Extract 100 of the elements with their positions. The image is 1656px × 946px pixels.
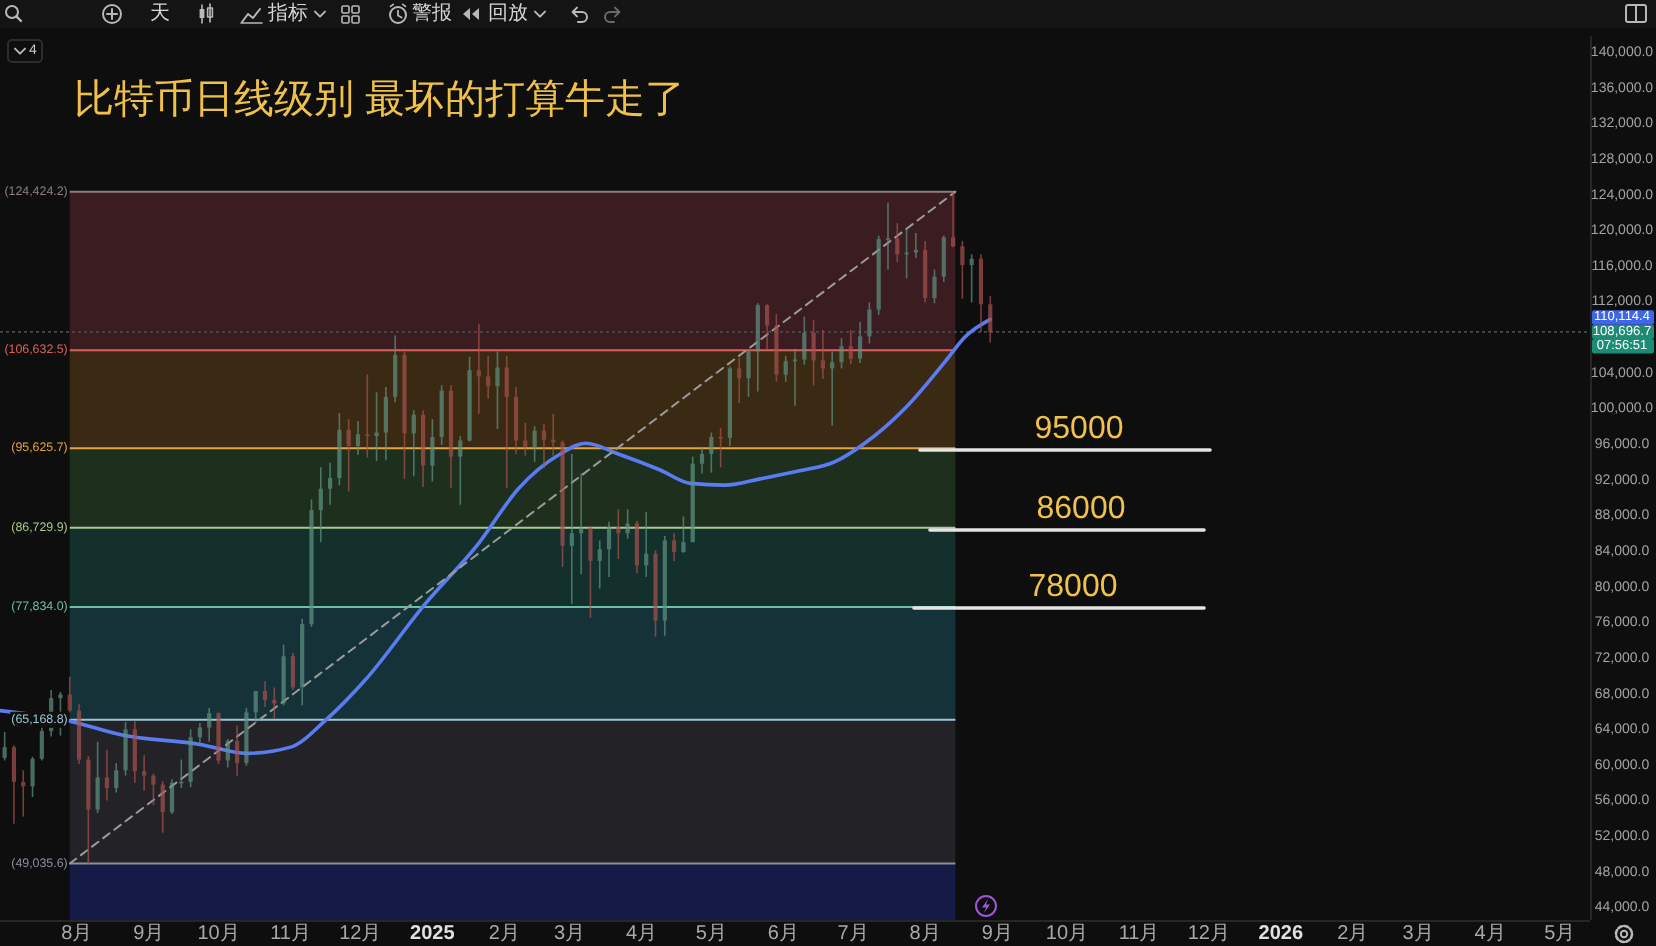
x-tick-label: 8月 bbox=[909, 923, 941, 945]
candlestick bbox=[523, 421, 528, 457]
candlestick bbox=[188, 728, 193, 789]
candlestick bbox=[30, 756, 35, 798]
annotation: 95000 bbox=[1034, 412, 1124, 446]
candlestick bbox=[114, 762, 119, 794]
candlestick bbox=[541, 422, 547, 469]
candlestick bbox=[913, 232, 918, 259]
candlestick bbox=[765, 303, 770, 351]
candlestick bbox=[820, 329, 825, 380]
candlestick bbox=[839, 337, 844, 370]
candlestick bbox=[885, 201, 891, 271]
candlestick bbox=[830, 350, 835, 427]
x-tick-label: 6月 bbox=[767, 923, 799, 945]
candlestick bbox=[802, 315, 807, 366]
x-tick-label: 8月 bbox=[61, 923, 93, 945]
candlestick bbox=[290, 651, 295, 691]
text: 回放 bbox=[488, 3, 528, 25]
candlestick bbox=[142, 754, 147, 792]
candlestick bbox=[328, 462, 333, 506]
candlestick bbox=[960, 240, 965, 300]
candlestick bbox=[411, 409, 416, 478]
candlestick bbox=[969, 253, 974, 304]
x-tick-label: 10月 bbox=[197, 923, 240, 945]
candlestick bbox=[458, 435, 463, 506]
x-tick-label: 9月 bbox=[981, 923, 1013, 945]
x-tick-label: 9月 bbox=[133, 923, 165, 945]
x-tick-label: 5月 bbox=[695, 923, 727, 945]
candlestick bbox=[151, 773, 156, 806]
candlestick bbox=[746, 349, 751, 398]
x-tick-label: 3月 bbox=[1402, 923, 1434, 945]
x-tick-label: 3月 bbox=[553, 923, 586, 945]
candlestick bbox=[216, 711, 221, 765]
x-tick-label: 7月 bbox=[837, 923, 869, 945]
candlestick bbox=[355, 420, 361, 456]
candlestick bbox=[513, 386, 519, 455]
x-tick-label: 11月 bbox=[270, 923, 311, 945]
annotation: 86000 bbox=[1036, 492, 1126, 526]
x-tick-label: 12月 bbox=[1187, 923, 1230, 945]
candlestick bbox=[104, 748, 110, 802]
candlestick bbox=[755, 302, 760, 393]
candlestick bbox=[978, 253, 984, 333]
x-tick-label: 11月 bbox=[1118, 923, 1160, 945]
candlestick bbox=[374, 391, 379, 462]
candlestick bbox=[11, 744, 17, 825]
x-tick-label: 4月 bbox=[626, 923, 658, 945]
candlestick bbox=[634, 519, 640, 575]
x-tick-label: 12月 bbox=[339, 923, 382, 945]
candlestick bbox=[579, 472, 584, 576]
candlestick bbox=[988, 295, 993, 344]
candlestick bbox=[504, 355, 509, 489]
annotation: 78000 bbox=[1028, 570, 1118, 604]
x-tick-label: 10月 bbox=[1045, 923, 1089, 945]
candlestick bbox=[439, 384, 444, 446]
candlestick bbox=[569, 453, 574, 605]
candlestick bbox=[718, 427, 723, 469]
candlestick bbox=[160, 780, 165, 834]
candlestick bbox=[532, 425, 537, 463]
candlestick bbox=[811, 319, 816, 387]
candlestick bbox=[858, 321, 863, 364]
candlestick bbox=[235, 724, 240, 777]
candlestick bbox=[476, 323, 481, 415]
x-tick-label: 5月 bbox=[1544, 923, 1576, 945]
candlestick bbox=[393, 334, 398, 404]
candlestick bbox=[207, 707, 212, 743]
candlestick bbox=[737, 356, 742, 404]
candlestick bbox=[950, 191, 956, 248]
x-tick-label: 2026 bbox=[1258, 923, 1304, 945]
candlestick bbox=[588, 525, 593, 619]
candlestick bbox=[346, 418, 351, 493]
candlestick bbox=[281, 643, 286, 707]
candlestick bbox=[95, 740, 100, 814]
candlestick bbox=[365, 373, 370, 459]
candlestick bbox=[709, 431, 714, 474]
candlestick bbox=[318, 466, 323, 543]
candlestick bbox=[2, 731, 7, 762]
candlestick bbox=[681, 515, 686, 554]
candlestick bbox=[848, 329, 853, 365]
candlestick bbox=[606, 520, 612, 578]
candlestick bbox=[932, 268, 937, 305]
candlestick bbox=[941, 234, 946, 283]
candlestick bbox=[895, 222, 900, 264]
text: 指标 bbox=[266, 1, 308, 25]
candlestick bbox=[792, 347, 798, 407]
candlestick bbox=[67, 675, 72, 714]
x-tick-label: 2月 bbox=[488, 923, 520, 945]
candlestick bbox=[430, 418, 435, 483]
candlestick bbox=[495, 350, 500, 430]
candlestick bbox=[672, 532, 677, 562]
candlestick bbox=[597, 539, 602, 590]
candlestick bbox=[867, 301, 872, 345]
x-tick-label: 2月 bbox=[1337, 923, 1369, 945]
candlestick bbox=[783, 355, 788, 383]
candlestick bbox=[253, 690, 258, 724]
candlestick bbox=[383, 386, 388, 461]
candlestick bbox=[616, 508, 621, 560]
candlestick bbox=[123, 721, 128, 777]
x-tick-label: 4月 bbox=[1474, 923, 1506, 945]
candlestick bbox=[699, 446, 705, 475]
candlestick bbox=[169, 778, 175, 815]
